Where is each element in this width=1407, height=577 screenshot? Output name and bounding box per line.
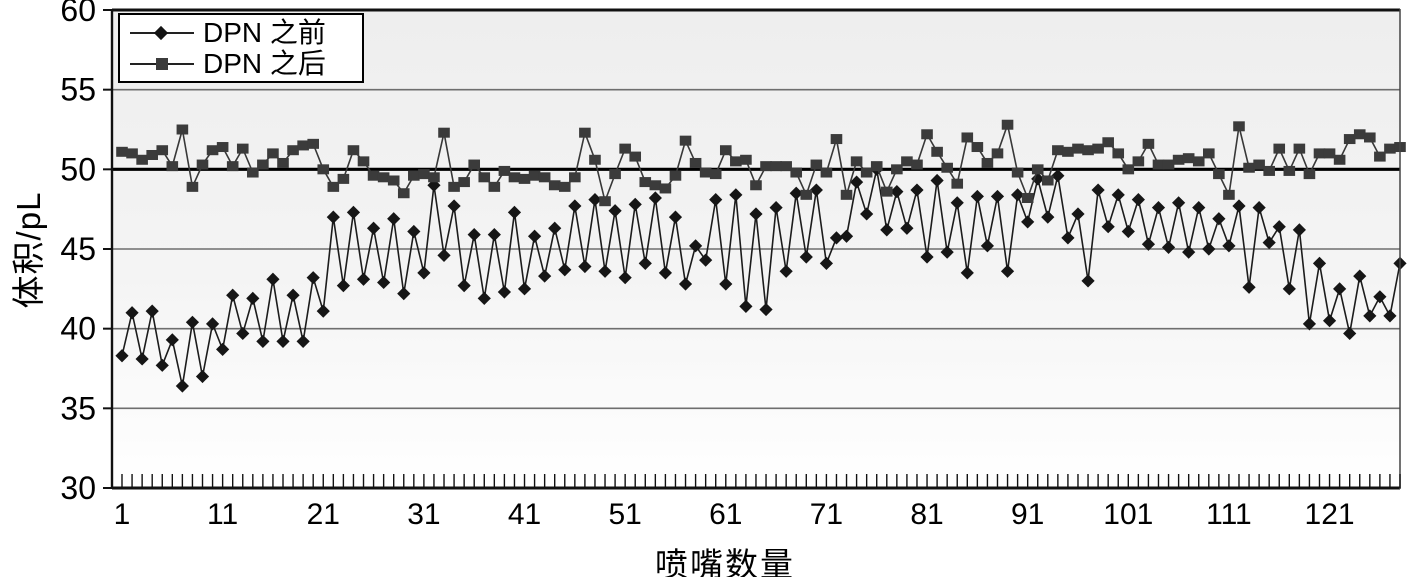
x-tick-label: 41 [508, 498, 541, 531]
diamond-series-marker-icon [130, 25, 194, 41]
legend-item-dpn-before: DPN 之前 [130, 17, 356, 48]
legend-label-dpn-before: DPN 之前 [203, 16, 326, 48]
x-tick-label: 81 [910, 498, 943, 531]
series-line [121, 169, 1401, 387]
diamond-markers [115, 162, 1407, 393]
x-axis-title: 喷嘴数量 [655, 546, 795, 577]
x-tick-label: 121 [1305, 498, 1355, 531]
x-tick-label: 51 [608, 498, 641, 531]
y-tick-label: 40 [60, 311, 96, 347]
y-tick-label: 45 [60, 231, 96, 267]
legend-label-dpn-after: DPN 之后 [203, 47, 326, 79]
y-tick-label: 55 [60, 72, 96, 108]
x-tick-label: 61 [709, 498, 742, 531]
x-tick-label: 21 [307, 498, 340, 531]
y-tick-label: 50 [60, 151, 96, 187]
x-tick-label: 71 [810, 498, 843, 531]
series-dpn-after [116, 119, 1406, 207]
x-tick-label: 11 [207, 498, 238, 531]
x-axis: 1 11 21 31 41 51 61 71 81 91 101 111 121 [114, 474, 1401, 531]
series-dpn-before [115, 162, 1407, 393]
x-tick-label: 111 [1206, 498, 1252, 531]
legend-item-dpn-after: DPN 之后 [130, 48, 356, 79]
y-axis-title: 体积/pL [10, 191, 47, 309]
y-tick-label: 60 [60, 0, 96, 28]
x-tick-label: 1 [114, 498, 131, 531]
y-tick-label: 30 [60, 470, 96, 506]
chart-legend: DPN 之前 DPN 之后 [118, 13, 364, 83]
x-tick-label: 101 [1103, 498, 1153, 531]
square-markers [116, 119, 1406, 207]
x-tick-label: 91 [1011, 498, 1044, 531]
y-tick-label: 35 [60, 390, 96, 426]
x-tick-label: 31 [407, 498, 440, 531]
square-series-marker-icon [130, 56, 194, 72]
y-axis: 30 35 40 45 50 55 60 [60, 0, 112, 506]
